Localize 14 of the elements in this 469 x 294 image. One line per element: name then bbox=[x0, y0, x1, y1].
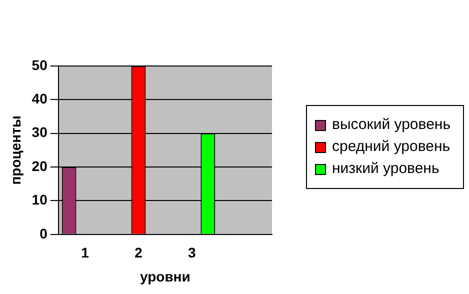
x-tick-label: 2 bbox=[134, 244, 143, 261]
y-tick-label: 50 bbox=[32, 56, 48, 73]
y-tick-label: 0 bbox=[40, 225, 48, 242]
x-tick-label: 1 bbox=[81, 244, 90, 261]
y-tick-label: 30 bbox=[32, 124, 48, 140]
y-tick-label: 20 bbox=[32, 158, 48, 174]
y-tick-label: 10 bbox=[32, 192, 48, 208]
x-axis-title: уровни bbox=[140, 268, 190, 284]
legend-label: высокий уровень bbox=[332, 116, 451, 134]
legend-label: низкий уровень bbox=[332, 160, 440, 178]
y-axis-title: проценты bbox=[7, 116, 24, 185]
x-tick-label: 3 bbox=[188, 244, 196, 261]
legend-label: средний уровень bbox=[332, 138, 450, 156]
y-tick-label: 40 bbox=[32, 90, 48, 107]
